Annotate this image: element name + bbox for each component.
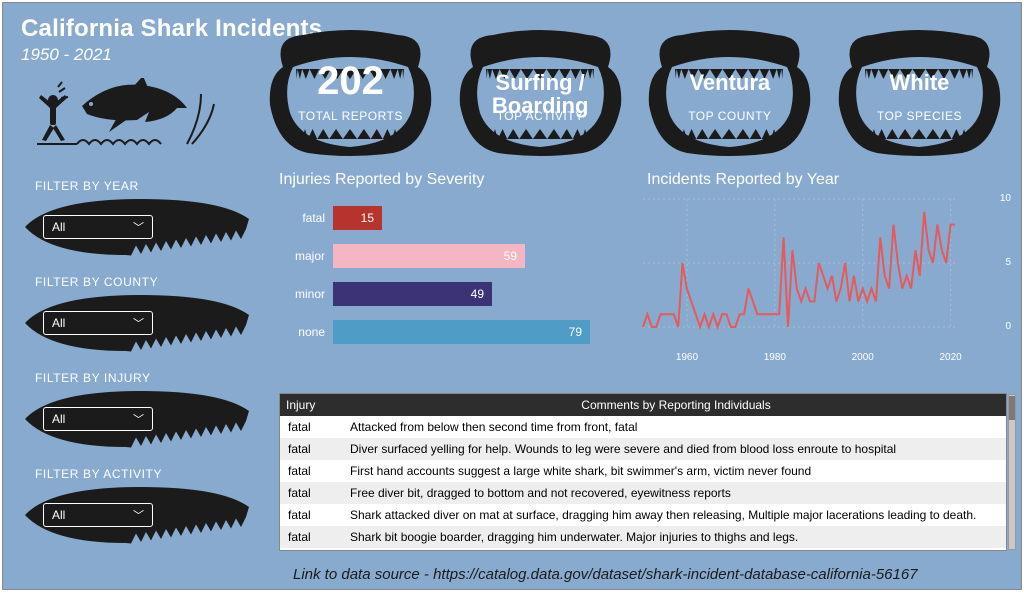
chevron-down-icon: ﹀ bbox=[133, 315, 144, 331]
line-chart-svg bbox=[639, 193, 1009, 363]
bar-row: minor49 bbox=[279, 279, 629, 309]
bar-rect[interactable]: 59 bbox=[333, 244, 525, 268]
line-series[interactable] bbox=[643, 212, 955, 327]
cell-comment: Free diver bit, dragged to bottom and no… bbox=[346, 486, 1006, 500]
filter-selected-value: All bbox=[52, 316, 65, 330]
bar-category: minor bbox=[279, 287, 333, 301]
table-row[interactable]: fatalDiver surfaced yelling for help. Wo… bbox=[280, 438, 1006, 460]
kpi-label: TOP COUNTY bbox=[642, 109, 817, 123]
table-row[interactable]: fatalShark bit boogie boarder, dragging … bbox=[280, 526, 1006, 548]
cell-comment: First hand accounts suggest a large whit… bbox=[346, 464, 1006, 478]
x-tick: 1980 bbox=[764, 352, 786, 363]
kpi-value: White bbox=[832, 71, 1007, 94]
cell-comment: Attacked from below then second time fro… bbox=[346, 420, 1006, 434]
col-header-injury[interactable]: Injury bbox=[280, 398, 346, 412]
line-chart-title: Incidents Reported by Year bbox=[647, 171, 1009, 189]
filter-selected-value: All bbox=[52, 412, 65, 426]
filter-label: FILTER BY ACTIVITY bbox=[35, 467, 251, 481]
cell-injury: fatal bbox=[280, 508, 346, 522]
kpi-value: Ventura bbox=[642, 71, 817, 94]
y-tick: 10 bbox=[1000, 193, 1011, 204]
filter-select[interactable]: All ﹀ bbox=[43, 503, 153, 527]
filter-label: FILTER BY COUNTY bbox=[35, 275, 251, 289]
filter-label: FILTER BY YEAR bbox=[35, 179, 251, 193]
chevron-down-icon: ﹀ bbox=[133, 411, 144, 427]
kpi-card: Surfing / BoardingTOP ACTIVITY bbox=[453, 27, 628, 157]
y-tick: 0 bbox=[1005, 321, 1011, 332]
bar-row: none79 bbox=[279, 317, 629, 347]
kpi-label: TOP ACTIVITY bbox=[453, 109, 628, 123]
bar-rect[interactable]: 79 bbox=[333, 320, 590, 344]
line-chart: Incidents Reported by Year 0 5 10 1960 1980 2… bbox=[639, 171, 1009, 363]
filter-select[interactable]: All ﹀ bbox=[43, 407, 153, 431]
filters-panel: FILTER BY YEAR All ﹀ FILTER BY COUNTY Al… bbox=[21, 179, 251, 563]
cell-comment: Diver surfaced yelling for help. Wounds … bbox=[346, 442, 1006, 456]
shark-attack-icon bbox=[37, 78, 217, 168]
bar-rect[interactable]: 15 bbox=[333, 206, 382, 230]
bar-row: fatal15 bbox=[279, 203, 629, 233]
kpi-card: White TOP SPECIES bbox=[832, 27, 1007, 157]
cell-injury: fatal bbox=[280, 464, 346, 478]
x-tick: 2020 bbox=[939, 352, 961, 363]
filter-selected-value: All bbox=[52, 220, 65, 234]
table-row[interactable]: fatalAttacked from below then second tim… bbox=[280, 416, 1006, 438]
kpi-row: 202 TOTAL REPORTS Surfing / BoardingTOP A… bbox=[263, 27, 1007, 157]
chevron-down-icon: ﹀ bbox=[133, 219, 144, 235]
x-tick: 1960 bbox=[676, 352, 698, 363]
scrollbar-thumb[interactable] bbox=[1009, 396, 1015, 420]
filter-selected-value: All bbox=[52, 508, 65, 522]
kpi-label: TOP SPECIES bbox=[832, 109, 1007, 123]
y-tick: 5 bbox=[1005, 257, 1011, 268]
kpi-card: Ventura TOP COUNTY bbox=[642, 27, 817, 157]
bar-category: none bbox=[279, 325, 333, 339]
filter-label: FILTER BY INJURY bbox=[35, 371, 251, 385]
filter-block: FILTER BY YEAR All ﹀ bbox=[21, 179, 251, 263]
kpi-value: 202 bbox=[263, 59, 438, 104]
table-row[interactable]: fatalFirst hand accounts suggest a large… bbox=[280, 460, 1006, 482]
comments-table: Injury Comments by Reporting Individuals… bbox=[279, 393, 1007, 551]
table-body: fatalAttacked from below then second tim… bbox=[280, 416, 1006, 552]
filter-block: FILTER BY ACTIVITY All ﹀ bbox=[21, 467, 251, 551]
cell-comment: Shark attacked diver on mat at surface, … bbox=[346, 508, 1006, 522]
cell-injury: fatal bbox=[280, 486, 346, 500]
filter-block: FILTER BY INJURY All ﹀ bbox=[21, 371, 251, 455]
kpi-card: 202 TOTAL REPORTS bbox=[263, 27, 438, 157]
col-header-comment[interactable]: Comments by Reporting Individuals bbox=[346, 398, 1006, 412]
chevron-down-icon: ﹀ bbox=[133, 507, 144, 523]
bar-chart: Injuries Reported by Severity fatal15 maj… bbox=[279, 171, 629, 355]
bar-category: fatal bbox=[279, 211, 333, 225]
bar-rect[interactable]: 49 bbox=[333, 282, 492, 306]
cell-comment: Shark bit boogie boarder, dragging him u… bbox=[346, 530, 1006, 544]
table-row[interactable]: fatalShark attacked diver on mat at surf… bbox=[280, 504, 1006, 526]
bar-row: major59 bbox=[279, 241, 629, 271]
x-tick: 2000 bbox=[852, 352, 874, 363]
cell-injury: fatal bbox=[280, 530, 346, 544]
data-source-link[interactable]: Link to data source - https://catalog.da… bbox=[293, 566, 918, 583]
bar-category: major bbox=[279, 249, 333, 263]
table-row[interactable]: fatalFree diver bit, dragged to bottom a… bbox=[280, 482, 1006, 504]
filter-select[interactable]: All ﹀ bbox=[43, 215, 153, 239]
filter-select[interactable]: All ﹀ bbox=[43, 311, 153, 335]
kpi-label: TOTAL REPORTS bbox=[263, 109, 438, 123]
scrollbar[interactable] bbox=[1008, 394, 1016, 550]
filter-block: FILTER BY COUNTY All ﹀ bbox=[21, 275, 251, 359]
bar-chart-title: Injuries Reported by Severity bbox=[279, 171, 629, 189]
table-header: Injury Comments by Reporting Individuals bbox=[280, 394, 1006, 416]
cell-injury: fatal bbox=[280, 442, 346, 456]
cell-injury: fatal bbox=[280, 420, 346, 434]
dashboard-page: California Shark Incidents 1950 - 2021 bbox=[2, 2, 1022, 590]
